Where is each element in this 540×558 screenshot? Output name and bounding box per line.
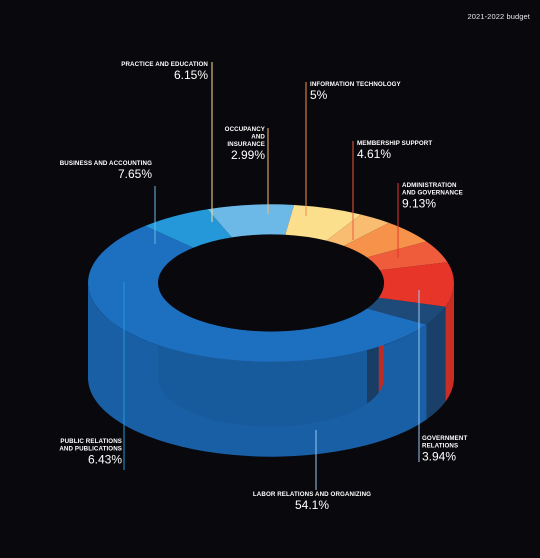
slice-top-government-relations (367, 297, 446, 325)
budget-year-label: 2021-2022 budget (467, 12, 530, 21)
slice-top-occupancy-and-insurance (326, 214, 389, 246)
slice-top-business-and-accounting (207, 204, 295, 238)
outer-wall-administration-and-governance (445, 283, 454, 402)
slice-top-public-relations-and-publications (145, 209, 232, 248)
slice-value-information-technology: 5% (310, 88, 328, 102)
slice-label-business-and-accounting: BUSINESS AND ACCOUNTING (60, 160, 152, 167)
slice-value-government-relations: 3.94% (422, 449, 456, 463)
slice-label-public-relations-and-publications: PUBLIC RELATIONS AND PUBLICATIONS (59, 438, 122, 452)
slice-top-information-technology (343, 222, 427, 258)
slice-value-occupancy-and-insurance: 2.99% (231, 148, 265, 162)
slice-top-administration-and-governance (378, 262, 454, 307)
slice-value-administration-and-governance: 9.13% (402, 196, 436, 210)
slice-label-administration-and-governance: ADMINISTRATION AND GOVERNANCE (402, 182, 463, 196)
slice-label-occupancy-and-insurance: OCCUPANCY AND INSURANCE (225, 126, 266, 148)
slice-label-practice-and-education: PRACTICE AND EDUCATION (121, 61, 208, 68)
leader-lines (123, 62, 420, 490)
slice-top-membership-support (366, 241, 448, 271)
slice-label-membership-support: MEMBERSHIP SUPPORT (357, 140, 432, 147)
slice-value-membership-support: 4.61% (357, 147, 391, 161)
slice-label-information-technology: INFORMATION TECHNOLOGY (310, 81, 402, 88)
ring-top-faces (88, 204, 454, 362)
slice-label-labor-relations-and-organizing: LABOR RELATIONS AND ORGANIZING (253, 491, 371, 498)
slice-value-labor-relations-and-organizing: 54.1% (295, 498, 329, 512)
slice-value-practice-and-education: 6.15% (174, 68, 208, 82)
slice-value-business-and-accounting: 7.65% (118, 167, 152, 181)
slice-top-practice-and-education (285, 204, 361, 241)
outer-wall-government-relations (426, 306, 446, 420)
slice-label-government-relations: GOVERNMENT RELATIONS (422, 435, 467, 449)
slice-top-labor-relations-and-organizing (88, 225, 427, 362)
slice-value-public-relations-and-publications: 6.43% (88, 452, 122, 466)
